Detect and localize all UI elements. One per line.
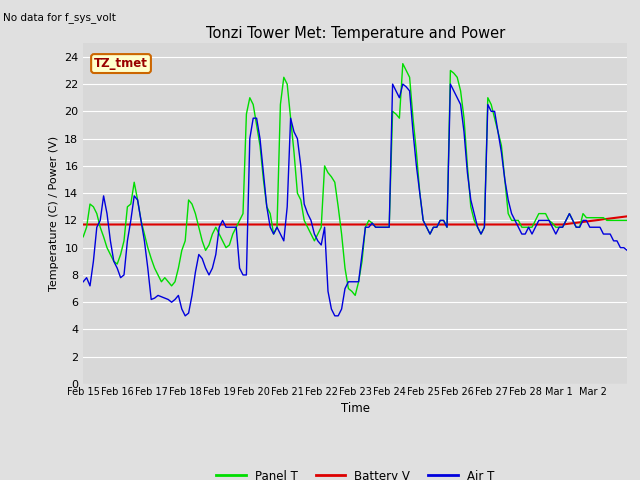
Y-axis label: Temperature (C) / Power (V): Temperature (C) / Power (V) [49,136,58,291]
X-axis label: Time: Time [340,402,370,415]
Text: TZ_tmet: TZ_tmet [94,57,148,70]
Text: No data for f_sys_volt: No data for f_sys_volt [3,12,116,23]
Title: Tonzi Tower Met: Temperature and Power: Tonzi Tower Met: Temperature and Power [205,25,505,41]
Legend: Panel T, Battery V, Air T: Panel T, Battery V, Air T [211,465,499,480]
